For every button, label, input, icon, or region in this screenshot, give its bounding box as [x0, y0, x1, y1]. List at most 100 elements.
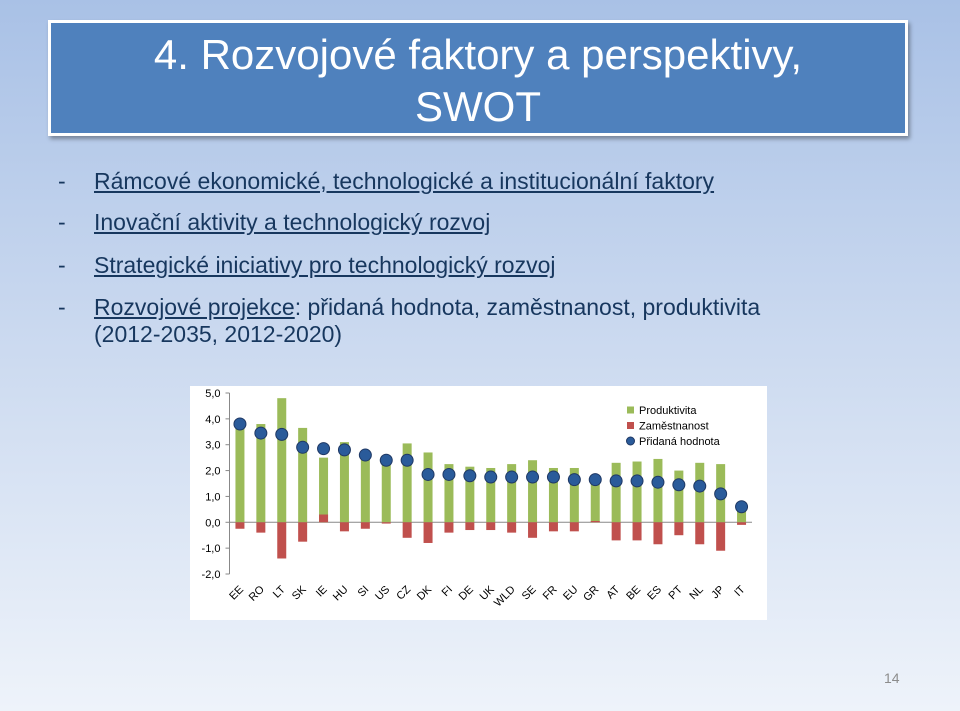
x-tick-label: SI — [356, 584, 372, 600]
bar — [339, 442, 349, 523]
bar — [569, 467, 579, 523]
bar — [528, 522, 538, 538]
bar — [235, 522, 245, 529]
marker — [421, 467, 435, 481]
bullet-part[interactable]: Inovační aktivity a technologický rozvoj — [94, 209, 491, 235]
bar — [277, 398, 287, 523]
bar — [653, 458, 663, 523]
bar — [381, 522, 391, 524]
marker — [317, 442, 331, 456]
bar — [465, 522, 475, 531]
bar — [486, 522, 496, 531]
bullet-dash: - — [58, 252, 66, 278]
x-tick-label: US — [373, 584, 392, 603]
marker — [442, 467, 456, 481]
bar — [528, 460, 538, 523]
x-tick-label: EU — [561, 584, 580, 603]
bar — [319, 457, 329, 523]
bar — [360, 522, 370, 529]
legend-label: Zaměstnanost — [639, 421, 709, 433]
y-tick-label: 1,0 — [205, 491, 220, 503]
bar — [298, 427, 308, 523]
chart: -2,0 -1,0 0,0 1,0 2,0 3,0 4,0 5,0 EE RO LT SK IE HU SI… — [202, 388, 752, 610]
y-tick-label: -2,0 — [202, 569, 221, 581]
x-tick-label: PT — [667, 583, 686, 602]
bullet-part[interactable]: Rámcové ekonomické, technologické a inst… — [94, 168, 715, 194]
marker — [254, 426, 268, 440]
chart-area: -2,0 -1,0 0,0 1,0 2,0 3,0 4,0 5,0 EE RO LT SK IE HU SI… — [190, 386, 767, 620]
title-line: 4. Rozvojové faktory a perspektivy, — [153, 31, 803, 78]
marker — [358, 448, 372, 462]
x-tick-label: DE — [457, 584, 476, 603]
bar — [548, 522, 558, 532]
legend-label: Přidaná hodnota — [639, 436, 721, 448]
bar — [653, 522, 663, 545]
y-tick-label: 0,0 — [205, 517, 220, 529]
marker — [567, 473, 581, 487]
bar — [339, 522, 349, 532]
y-tick-label: 5,0 — [205, 388, 220, 400]
bar — [402, 443, 412, 523]
x-tick-label: CZ — [394, 583, 413, 602]
x-tick-label: NL — [687, 584, 705, 602]
bar — [444, 464, 454, 523]
marker — [463, 469, 477, 483]
x-tick-label: ES — [645, 584, 664, 603]
x-tick-label: HU — [331, 584, 351, 604]
x-tick-label: AT — [604, 583, 622, 601]
y-tick-label: 4,0 — [205, 414, 220, 426]
bullet-dash: - — [58, 209, 66, 235]
y-tick-label: 2,0 — [205, 466, 220, 478]
marker — [505, 470, 519, 484]
bar — [423, 452, 433, 523]
bar — [611, 522, 621, 541]
bar — [632, 461, 642, 523]
y-tick-label: -1,0 — [202, 543, 221, 555]
x-tick-label: JP — [709, 584, 727, 602]
x-tick-label: GR — [581, 584, 601, 604]
marker — [233, 417, 247, 431]
bar — [277, 522, 287, 559]
x-tick-label: EE — [227, 584, 246, 603]
bullet-continuation: (2012-2035, 2012-2020) — [94, 321, 343, 347]
x-tick-label: DK — [415, 583, 435, 603]
x-tick-label: FI — [440, 584, 455, 599]
bar — [381, 458, 391, 523]
bullet-dash: - — [58, 168, 66, 194]
x-tick-label: SE — [520, 584, 539, 603]
bar — [674, 470, 684, 523]
bar — [444, 522, 454, 533]
x-tick-label: WLD — [492, 584, 518, 610]
bar — [507, 522, 517, 533]
bar — [319, 514, 329, 523]
x-tick-label: IT — [732, 583, 748, 599]
bar — [590, 520, 600, 523]
bullet-part[interactable]: Rozvojové projekce — [94, 294, 295, 320]
x-tick-label: SK — [290, 583, 309, 602]
bullet-part[interactable]: Strategické iniciativy pro technologický… — [94, 252, 556, 278]
bar — [298, 522, 308, 542]
page-number: 14 — [884, 670, 900, 686]
marker — [630, 474, 644, 488]
marker — [672, 478, 686, 492]
bullet-text: Inovační aktivity a technologický rozvoj — [94, 209, 490, 236]
bullet-part: : přidaná hodnota, zaměstnanost, produkt… — [294, 294, 761, 320]
legend-swatch — [627, 422, 634, 429]
bar — [486, 467, 496, 523]
bar — [716, 522, 726, 551]
marker — [400, 453, 414, 467]
bar — [674, 522, 684, 536]
x-tick-label: IE — [314, 584, 330, 600]
marker — [714, 487, 728, 501]
marker — [609, 474, 623, 488]
marker — [693, 479, 707, 493]
bar — [465, 466, 475, 523]
bar — [632, 522, 642, 541]
y-tick-label: 3,0 — [205, 440, 220, 452]
marker — [651, 475, 665, 489]
bar — [256, 424, 266, 523]
bar — [235, 424, 245, 523]
marker — [296, 440, 310, 454]
legend-label: Produktivita — [639, 405, 697, 417]
